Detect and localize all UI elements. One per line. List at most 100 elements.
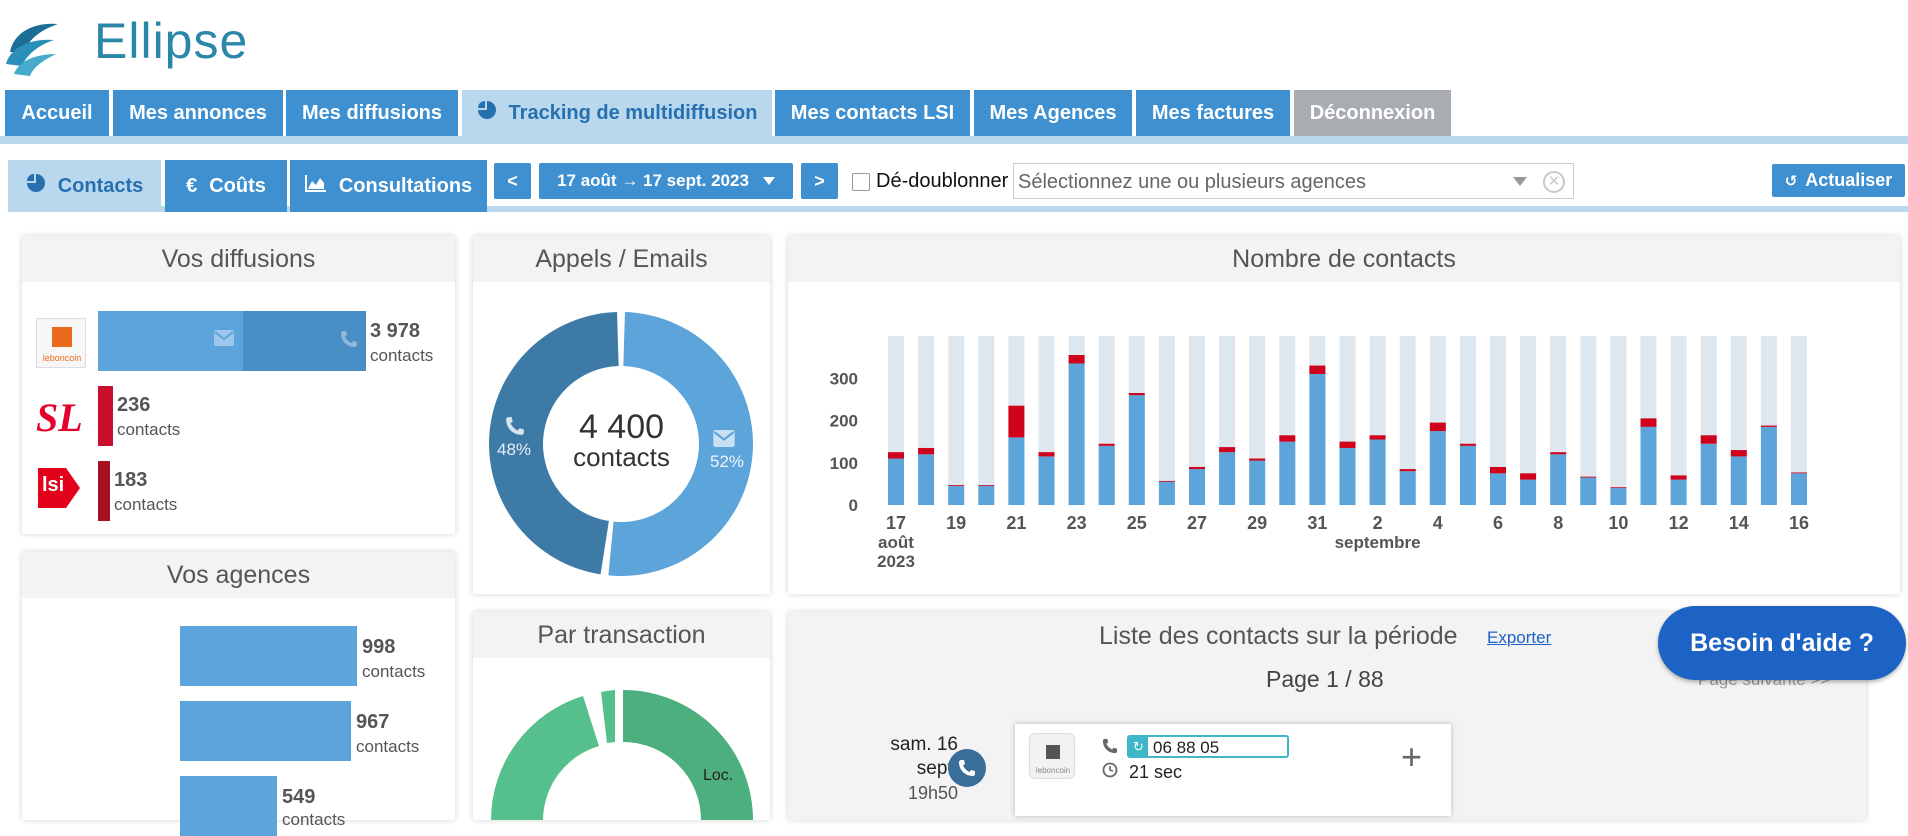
bar-main[interactable] [1791, 473, 1807, 505]
bar-extra[interactable] [1158, 480, 1175, 482]
bar-main[interactable] [948, 485, 965, 505]
agency-bar[interactable] [180, 776, 277, 836]
bar-main[interactable] [1008, 437, 1025, 505]
tab-tracking[interactable]: Tracking de multidiffusion [462, 90, 772, 136]
bar-main[interactable] [1490, 473, 1506, 505]
bar-extra[interactable] [1189, 466, 1205, 470]
add-contact-button[interactable]: + [1401, 736, 1423, 777]
bar-extra[interactable] [1279, 435, 1296, 442]
phone-icon [340, 330, 358, 353]
date-range-select[interactable]: 17 août → 17 sept. 2023 [539, 163, 793, 199]
bar-extra[interactable] [1369, 435, 1386, 440]
bar-extra[interactable] [1730, 450, 1747, 457]
subtab-contacts[interactable]: Contacts [8, 160, 161, 212]
bar-main[interactable] [1399, 471, 1416, 505]
x-tick-label: 2 [1373, 513, 1383, 533]
bar-extra[interactable] [1670, 475, 1687, 480]
bar-main[interactable] [1158, 481, 1175, 505]
diffusion-bar[interactable] [98, 461, 110, 521]
bar-extra[interactable] [1700, 435, 1717, 444]
tab-mes-factures[interactable]: Mes factures [1136, 90, 1290, 136]
bar-main[interactable] [1219, 452, 1236, 505]
tab-mes-diffusions[interactable]: Mes diffusions [286, 90, 458, 136]
refresh-button[interactable]: ↺ Actualiser [1772, 164, 1905, 197]
bar-main[interactable] [1068, 363, 1085, 505]
agency-bar[interactable] [180, 626, 357, 686]
agency-unit: contacts [282, 810, 346, 829]
bar-main[interactable] [1550, 454, 1567, 505]
bar-main[interactable] [918, 454, 935, 505]
tab-mes-agences[interactable]: Mes Agences [974, 90, 1132, 136]
diffusion-bar[interactable] [98, 386, 113, 446]
bar-extra[interactable] [978, 485, 995, 486]
bar-main[interactable] [1760, 426, 1777, 505]
subtab-consultations[interactable]: Consultations [290, 160, 487, 212]
agency-bar[interactable] [180, 701, 351, 761]
bar-extra[interactable] [1128, 393, 1145, 396]
email-slice[interactable] [608, 312, 753, 576]
bar-extra[interactable] [1339, 441, 1356, 448]
bar-extra[interactable] [1038, 452, 1055, 457]
bar-extra[interactable] [1008, 405, 1025, 438]
dedup-checkbox[interactable] [852, 173, 870, 191]
bar-main[interactable] [1309, 374, 1326, 505]
bar-main[interactable] [1038, 456, 1055, 505]
bar-extra[interactable] [888, 452, 904, 459]
prev-period-button[interactable]: < [494, 163, 531, 199]
agency-select[interactable]: Sélectionnez une ou plusieurs agences ✕ [1013, 163, 1574, 199]
subtab-couts[interactable]: € Coûts [165, 160, 287, 212]
appels-donut [489, 312, 753, 576]
next-period-button[interactable]: > [801, 163, 838, 199]
bar-main[interactable] [1700, 443, 1717, 505]
contact-card[interactable]: leboncoin ↻ 06 88 05 21 sec + [1015, 724, 1451, 816]
bar-extra[interactable] [1550, 452, 1567, 455]
bar-extra[interactable] [948, 485, 965, 486]
bar-extra[interactable] [1760, 425, 1777, 427]
bar-main[interactable] [1640, 426, 1657, 505]
phone-number-field[interactable]: ↻ 06 88 05 [1127, 735, 1289, 758]
bar-main[interactable] [1249, 460, 1266, 505]
tab-accueil[interactable]: Accueil [5, 90, 109, 136]
bar-background [1670, 336, 1687, 505]
export-link[interactable]: Exporter [1487, 628, 1552, 647]
clear-icon[interactable]: ✕ [1543, 171, 1565, 193]
bar-main[interactable] [1339, 447, 1356, 505]
bar-extra[interactable] [1249, 458, 1266, 461]
bar-main[interactable] [1610, 488, 1627, 505]
bar-extra[interactable] [1068, 355, 1085, 364]
phone-slice[interactable] [489, 312, 619, 575]
bar-extra[interactable] [1219, 447, 1236, 453]
bar-extra[interactable] [1520, 473, 1537, 480]
bar-main[interactable] [1459, 445, 1476, 505]
bar-extra[interactable] [1490, 466, 1506, 474]
bar-main[interactable] [1429, 431, 1446, 505]
bar-main[interactable] [1279, 441, 1296, 505]
bar-main[interactable] [1580, 477, 1597, 505]
bar-extra[interactable] [1098, 443, 1115, 446]
bar-extra[interactable] [1791, 472, 1807, 474]
bar-main[interactable] [1098, 445, 1115, 505]
bar-main[interactable] [1730, 456, 1747, 505]
bar-main[interactable] [1520, 479, 1537, 505]
bar-main[interactable] [978, 485, 995, 505]
bar-main[interactable] [1369, 439, 1386, 505]
bar-main[interactable] [1128, 395, 1145, 505]
bar-background [1490, 336, 1506, 505]
bar-extra[interactable] [918, 447, 935, 455]
bar-extra[interactable] [1399, 469, 1416, 472]
bar-extra[interactable] [1640, 418, 1657, 427]
tab-deconnexion[interactable]: Déconnexion [1294, 90, 1451, 136]
bar-extra[interactable] [1429, 422, 1446, 432]
bar-extra[interactable] [1309, 365, 1326, 375]
tab-mes-contacts-lsi[interactable]: Mes contacts LSI [775, 90, 970, 136]
bar-extra[interactable] [1610, 487, 1627, 489]
bar-extra[interactable] [1580, 476, 1597, 478]
tab-mes-annonces[interactable]: Mes annonces [113, 90, 283, 136]
bar-main[interactable] [888, 458, 904, 505]
bar-extra[interactable] [1459, 443, 1476, 446]
x-tick-label: 23 [1067, 513, 1087, 533]
help-button[interactable]: Besoin d'aide ? [1658, 606, 1906, 680]
bar-main[interactable] [1189, 469, 1205, 505]
appels-title: Appels / Emails [473, 236, 770, 282]
bar-main[interactable] [1670, 479, 1687, 505]
